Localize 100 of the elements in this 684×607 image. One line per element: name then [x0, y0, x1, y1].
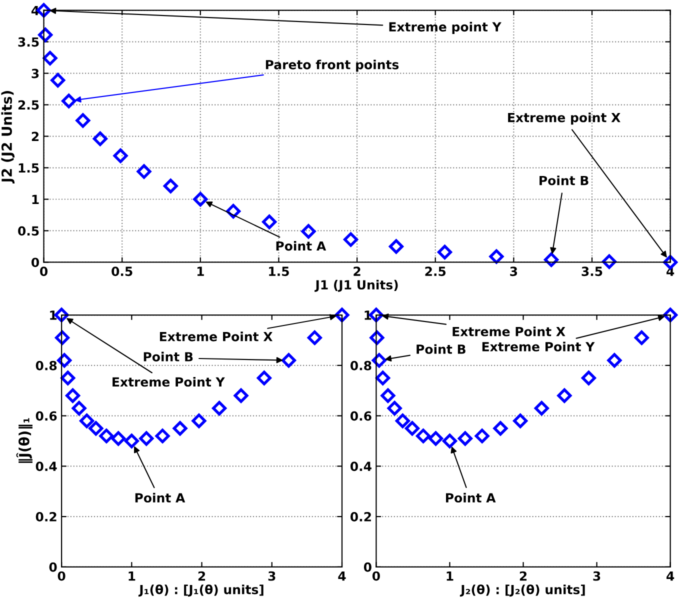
point	[76, 113, 90, 128]
y-tick-label: 1.5	[18, 163, 39, 173]
point	[607, 353, 622, 368]
point	[489, 249, 504, 264]
x-tick-label: 1	[446, 571, 454, 581]
x-tick-label: 3.5	[582, 266, 602, 276]
annotation: Point B	[540, 176, 588, 186]
point	[370, 330, 384, 345]
point	[416, 428, 431, 444]
point	[474, 428, 490, 444]
point	[124, 434, 139, 448]
x-tick-label: 3	[593, 571, 600, 581]
point	[80, 414, 94, 428]
point	[54, 330, 70, 345]
y-tick-label: 0	[364, 562, 372, 572]
point	[380, 388, 396, 403]
x-tick-label: 2	[198, 571, 206, 581]
x-tick-label: 2.5	[425, 266, 446, 276]
point	[60, 370, 76, 386]
y-tick-label: 0	[32, 258, 40, 268]
point	[192, 414, 206, 428]
x-tick-label: 1	[128, 571, 136, 581]
y-tick-label: 2.5	[18, 100, 39, 110]
y-axis-title: J2 (J2 Units)	[1, 91, 15, 184]
point	[256, 370, 272, 386]
x-axis-title: J1 (J1 Units)	[314, 280, 398, 292]
y-tick-label: 0.5	[18, 226, 39, 236]
y-tick-label: 0.8	[350, 360, 372, 370]
point	[404, 421, 420, 436]
y-tick-label: 0.6	[36, 411, 57, 421]
point	[281, 353, 296, 368]
point	[113, 148, 128, 164]
x-tick-label: 4	[338, 571, 346, 581]
point	[88, 421, 104, 436]
annotation: Point A	[135, 492, 186, 503]
point	[172, 421, 188, 436]
x-tick-label: 0.5	[112, 266, 132, 276]
point	[163, 178, 178, 194]
point	[344, 232, 358, 247]
point	[663, 308, 678, 322]
point	[65, 388, 80, 403]
point	[534, 400, 549, 416]
point	[372, 353, 386, 368]
point	[136, 164, 152, 179]
point	[334, 308, 350, 322]
annotation: Point A	[276, 241, 326, 251]
point	[99, 428, 114, 444]
point	[602, 254, 617, 269]
point	[57, 353, 72, 368]
y-tick-label: 0.2	[350, 512, 371, 522]
point	[212, 400, 227, 416]
y-tick-label: 0	[49, 562, 57, 572]
y-tick-label: 0.2	[36, 512, 56, 522]
point	[139, 431, 154, 446]
point	[544, 252, 559, 267]
point	[193, 192, 208, 207]
point	[92, 132, 108, 146]
y-tick-label: 0.4	[36, 462, 57, 472]
x-tick-label: 2	[520, 571, 527, 581]
x-tick-label: 1.5	[269, 266, 289, 276]
annotation: Extreme Point X	[160, 332, 273, 342]
point	[72, 400, 86, 416]
x-tick-label: 0	[58, 571, 66, 581]
x-tick-label: 3	[510, 266, 518, 276]
point	[437, 244, 452, 260]
point	[388, 239, 404, 254]
y-tick-label: 3.5	[18, 37, 39, 47]
annotation: Pareto front points	[266, 60, 399, 72]
y-tick-label: 0.8	[36, 360, 57, 370]
y-tick-label: 2	[32, 132, 39, 142]
point	[38, 28, 53, 42]
point	[387, 400, 402, 416]
x-axis-title: J₂(θ) : [J₂(θ) units]	[460, 584, 585, 597]
x-tick-label: 3	[268, 571, 276, 581]
annotation: Extreme point X	[508, 112, 620, 125]
point	[581, 370, 596, 386]
point	[428, 431, 444, 446]
annotation: Extreme point Y	[389, 22, 502, 34]
point	[50, 72, 66, 88]
point	[42, 50, 58, 66]
point	[234, 388, 248, 403]
x-tick-label: 0	[372, 571, 380, 581]
point	[111, 431, 126, 446]
point	[458, 431, 472, 446]
annotation: Point B	[144, 352, 193, 362]
y-tick-label: 3	[32, 68, 39, 78]
point	[301, 224, 316, 239]
annotation: Point B	[416, 344, 466, 354]
y-tick-label: 0.4	[350, 462, 372, 472]
point	[634, 330, 649, 345]
point	[442, 434, 458, 448]
y-tick-label: 0.6	[350, 411, 372, 421]
point	[307, 330, 322, 345]
point	[376, 370, 390, 386]
y-tick-label: 1	[32, 194, 39, 204]
point	[513, 414, 528, 428]
point	[395, 414, 410, 428]
annotation: Extreme Point Y	[482, 342, 595, 352]
point	[557, 388, 572, 403]
annotation: Point A	[446, 492, 496, 503]
